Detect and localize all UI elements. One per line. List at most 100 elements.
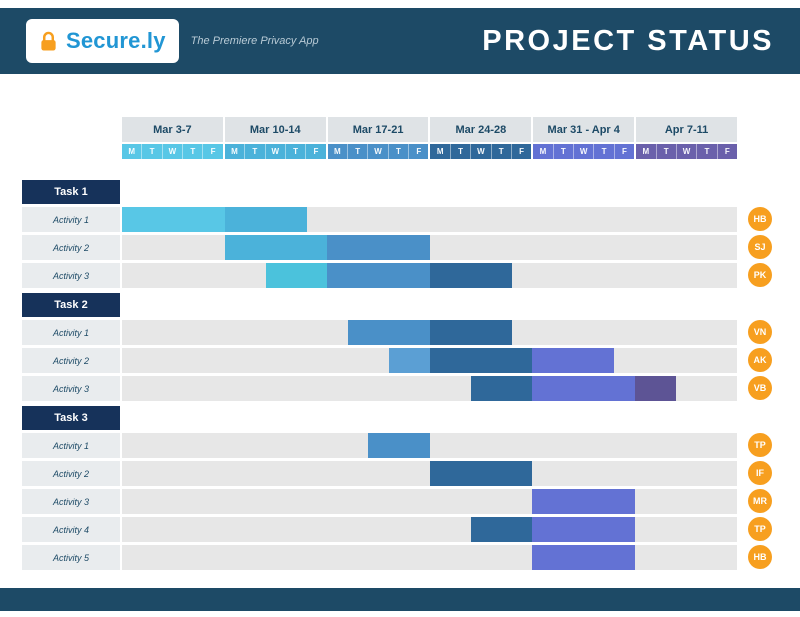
week-header-row: Mar 3-7 Mar 10-14 Mar 17-21 Mar 24-28 Mar 31… [122, 117, 737, 142]
day-label: W [677, 144, 698, 159]
week-label: Mar 10-14 [224, 117, 326, 142]
activity-row: Activity 1 TP [22, 433, 782, 458]
task-group: Task 2 Activity 1 VN Activity 2 AK Activity 3… [22, 293, 782, 401]
day-label: M [122, 144, 143, 159]
activity-row: Activity 4 TP [22, 517, 782, 542]
day-label: M [533, 144, 554, 159]
gantt-bar [532, 545, 635, 570]
activity-row: Activity 2 SJ [22, 235, 782, 260]
day-label: T [286, 144, 307, 159]
gantt-bar [265, 263, 327, 288]
gantt-bar [224, 235, 327, 260]
task-header: Task 2 [22, 293, 120, 317]
gantt-bar [532, 348, 614, 373]
gantt-bar [532, 489, 635, 514]
gantt-bar [532, 517, 635, 542]
task-header: Task 1 [22, 180, 120, 204]
brand-tagline: The Premiere Privacy App [190, 35, 319, 47]
day-label: W [368, 144, 389, 159]
activity-track [122, 320, 737, 345]
task-header: Task 3 [22, 406, 120, 430]
activity-row: Activity 1 HB [22, 207, 782, 232]
day-label: F [519, 147, 525, 156]
activity-label: Activity 5 [22, 545, 120, 570]
activity-track [122, 263, 737, 288]
activity-track [122, 517, 737, 542]
assignee-badge: MR [748, 489, 772, 513]
assignee-badge: HB [748, 207, 772, 231]
day-label: W [574, 144, 595, 159]
day-label: T [657, 144, 677, 159]
page-title: PROJECT STATUS [482, 24, 774, 57]
day-label: M [430, 144, 451, 159]
footer-bar [0, 588, 800, 611]
activity-label: Activity 3 [22, 489, 120, 514]
day-label: F [313, 147, 319, 156]
day-label: F [210, 147, 216, 156]
logo: Secure.ly [26, 19, 179, 63]
activity-track [122, 433, 737, 458]
activity-row: Activity 3 PK [22, 263, 782, 288]
activity-label: Activity 1 [22, 320, 120, 345]
day-label: T [245, 144, 266, 159]
day-label: T [492, 144, 512, 159]
day-label: M [328, 144, 349, 159]
gantt-bar [327, 263, 430, 288]
activity-label: Activity 1 [22, 207, 120, 232]
week-label: Mar 24-28 [430, 117, 532, 142]
day-label: T [451, 144, 472, 159]
brand-name: Secure.ly [66, 28, 166, 53]
activity-label: Activity 3 [22, 263, 120, 288]
activity-track [122, 235, 737, 260]
gantt-bar [470, 376, 532, 401]
day-label: T [142, 144, 163, 159]
gantt-bar [429, 320, 512, 345]
activity-label: Activity 1 [22, 433, 120, 458]
gantt-bar [347, 320, 430, 345]
activity-track [122, 461, 737, 486]
assignee-badge: TP [748, 517, 772, 541]
gantt-bar [327, 235, 430, 260]
day-label: T [348, 144, 369, 159]
activity-label: Activity 3 [22, 376, 120, 401]
gantt-bar [122, 207, 225, 232]
day-label: T [183, 144, 204, 159]
activity-label: Activity 2 [22, 348, 120, 373]
week-label: Apr 7-11 [636, 117, 737, 142]
activity-row: Activity 3 MR [22, 489, 782, 514]
assignee-badge: TP [748, 433, 772, 457]
activity-label: Activity 4 [22, 517, 120, 542]
gantt-bar [429, 461, 532, 486]
assignee-badge: PK [748, 263, 772, 287]
day-label: T [697, 144, 718, 159]
day-label: W [163, 144, 184, 159]
day-label: T [389, 144, 410, 159]
gantt-bar [429, 263, 512, 288]
activity-row: Activity 2 AK [22, 348, 782, 373]
assignee-badge: VB [748, 376, 772, 400]
week-label: Mar 31 - Apr 4 [533, 117, 635, 142]
assignee-badge: HB [748, 545, 772, 569]
day-label: T [554, 144, 575, 159]
day-label: F [724, 147, 730, 156]
day-label: W [266, 144, 286, 159]
app-header: Secure.ly The Premiere Privacy App PROJE… [0, 8, 800, 74]
assignee-badge: AK [748, 348, 772, 372]
lock-icon [39, 30, 58, 53]
gantt-bar [388, 348, 430, 373]
day-label: M [225, 144, 246, 159]
activity-row: Activity 3 VB [22, 376, 782, 401]
activity-row: Activity 2 IF [22, 461, 782, 486]
day-label: T [594, 144, 615, 159]
gantt-bar [532, 376, 635, 401]
week-label: Mar 17-21 [327, 117, 429, 142]
gantt-bar [429, 348, 532, 373]
